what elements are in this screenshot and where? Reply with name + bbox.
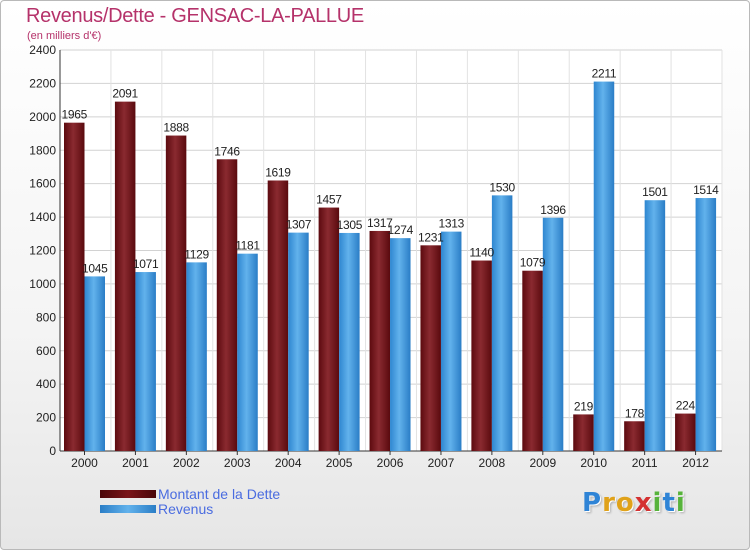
data-label-revenue: 1305 <box>337 218 363 232</box>
bar-revenue <box>339 232 360 451</box>
bar-revenue <box>186 262 207 451</box>
data-label-debt: 1619 <box>265 165 291 179</box>
data-label-debt: 224 <box>676 399 696 413</box>
x-tick-label: 2001 <box>122 456 149 470</box>
x-tick-label: 2002 <box>173 456 200 470</box>
data-label-revenue: 1307 <box>286 218 312 232</box>
y-tick-label: 1400 <box>29 210 56 224</box>
bar-revenue <box>237 253 258 451</box>
data-label-debt: 1317 <box>367 216 393 230</box>
bar-debt <box>573 414 594 451</box>
y-tick-label: 400 <box>36 377 56 391</box>
y-tick-label: 2000 <box>29 110 56 124</box>
bar-revenue <box>542 217 564 451</box>
x-tick-label: 2010 <box>580 456 607 470</box>
x-tick-label: 2005 <box>326 456 353 470</box>
legend-swatch-debt <box>100 490 156 498</box>
proxiti-logo: Proxiti <box>582 488 686 518</box>
y-tick-label: 2400 <box>29 43 56 57</box>
logo-letter: i <box>675 488 686 518</box>
chart-title: Revenus/Dette - GENSAC-LA-PALLUE <box>26 5 364 27</box>
axis-layer: 0 200 400 600 800 1000 1200 1400 1600 1800 2000 220… <box>29 43 722 470</box>
bar-revenue <box>390 238 411 451</box>
y-tick-label: 1600 <box>29 177 56 191</box>
legend-label-revenue: Revenus <box>158 501 214 517</box>
data-label-debt: 1888 <box>163 121 189 135</box>
x-tick-label: 2000 <box>71 456 98 470</box>
logo-letter: r <box>602 488 616 518</box>
bar-revenue <box>644 200 666 451</box>
y-tick-label: 1200 <box>29 244 56 258</box>
bar-debt <box>114 101 136 451</box>
bar-debt <box>216 159 238 451</box>
bar-revenue <box>288 232 309 451</box>
y-tick-label: 600 <box>36 344 56 358</box>
label-layer: 1965 1045 2091 1071 1888 1129 1746 1181 1619 1307… <box>62 67 720 421</box>
data-label-revenue: 1274 <box>388 223 414 237</box>
y-tick-label: 1800 <box>29 143 56 157</box>
data-label-revenue: 2211 <box>592 67 617 81</box>
data-label-revenue: 1514 <box>693 183 719 197</box>
data-label-debt: 1746 <box>214 144 240 158</box>
x-tick-label: 2012 <box>682 456 709 470</box>
bar-debt <box>318 207 340 451</box>
bar-revenue <box>695 198 717 451</box>
data-label-revenue: 1501 <box>642 185 668 199</box>
chart-subtitle: (en milliers d'€) <box>27 30 102 42</box>
data-label-debt: 1457 <box>316 193 342 207</box>
legend-label-debt: Montant de la Dette <box>158 486 281 502</box>
bar-debt <box>675 413 696 451</box>
data-label-revenue: 1396 <box>540 203 566 217</box>
bar-revenue <box>84 276 105 451</box>
bar-debt <box>369 230 391 451</box>
bar-debt <box>64 122 85 452</box>
legend-item-debt: Montant de la Dette <box>100 486 280 502</box>
bar-revenue <box>593 81 615 452</box>
data-label-debt: 1140 <box>469 246 494 260</box>
data-label-revenue: 1045 <box>82 261 108 275</box>
x-tick-label: 2007 <box>428 456 455 470</box>
logo-letter: t <box>662 488 676 518</box>
data-label-revenue: 1313 <box>438 217 464 231</box>
x-tick-label: 2006 <box>377 456 404 470</box>
legend-swatch-revenue <box>100 505 156 513</box>
data-label-revenue: 1071 <box>133 257 159 271</box>
y-tick-label: 2200 <box>29 76 56 90</box>
data-label-revenue: 1129 <box>184 247 209 261</box>
bar-debt <box>522 270 543 451</box>
y-tick-label: 800 <box>36 310 56 324</box>
x-tick-label: 2011 <box>632 456 658 470</box>
y-tick-label: 200 <box>36 411 56 425</box>
bar-layer <box>64 81 717 452</box>
bar-debt <box>165 135 187 451</box>
logo-letter: P <box>582 488 603 518</box>
bar-revenue <box>440 231 462 451</box>
data-label-debt: 219 <box>574 399 594 413</box>
bar-debt <box>471 260 492 451</box>
x-tick-label: 2003 <box>224 456 251 470</box>
data-label-debt: 1231 <box>418 230 444 244</box>
data-label-debt: 2091 <box>112 87 138 101</box>
y-tick-label: 1000 <box>29 277 56 291</box>
logo-letter: x <box>634 488 653 518</box>
legend-item-revenue: Revenus <box>100 501 213 517</box>
bar-revenue <box>491 195 513 451</box>
bar-debt <box>420 245 441 451</box>
bar-revenue <box>135 272 156 451</box>
data-label-debt: 1079 <box>520 256 546 270</box>
x-tick-label: 2008 <box>479 456 506 470</box>
data-label-debt: 178 <box>625 406 645 420</box>
logo-letter: i <box>652 488 663 518</box>
y-tick-label: 0 <box>49 444 56 458</box>
x-tick-label: 2009 <box>529 456 556 470</box>
data-label-revenue: 1530 <box>489 180 515 194</box>
bar-debt <box>267 180 289 452</box>
data-label-revenue: 1181 <box>235 239 260 253</box>
data-label-debt: 1965 <box>62 108 88 122</box>
x-tick-label: 2004 <box>275 456 302 470</box>
bar-debt <box>624 421 645 451</box>
logo-letter: o <box>615 488 635 518</box>
